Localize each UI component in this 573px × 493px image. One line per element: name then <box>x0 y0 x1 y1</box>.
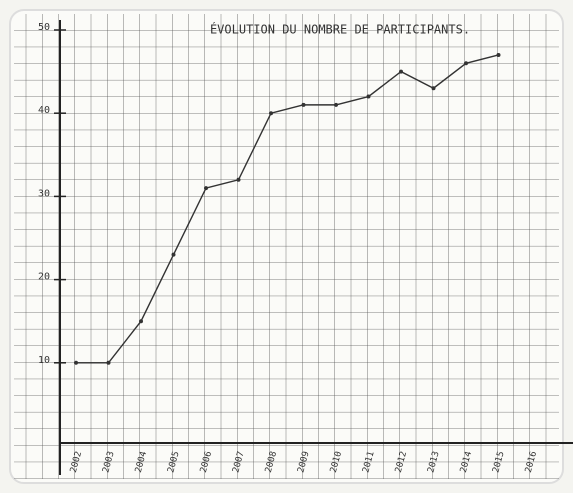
data-point <box>236 177 241 182</box>
data-point <box>496 52 501 57</box>
chart-title: ÉVOLUTION DU NOMBRE DE PARTICIPANTS. <box>210 22 470 37</box>
data-point <box>106 360 111 365</box>
y-tick-label: 40 <box>38 105 50 116</box>
y-tick-label: 10 <box>38 355 50 366</box>
data-point <box>269 111 273 116</box>
data-point <box>399 69 403 74</box>
data-point <box>431 86 436 91</box>
data-point <box>171 252 176 257</box>
data-point <box>139 319 143 324</box>
data-point <box>334 102 338 107</box>
y-tick-label: 30 <box>38 188 50 199</box>
y-tick-label: 50 <box>38 22 50 33</box>
data-point <box>74 360 78 365</box>
data-line <box>76 54 499 364</box>
graph-paper-grid <box>14 14 559 479</box>
data-point <box>204 186 208 191</box>
data-point <box>301 102 306 107</box>
data-point <box>464 61 468 66</box>
y-tick-label: 20 <box>38 272 50 283</box>
data-point <box>366 94 371 99</box>
